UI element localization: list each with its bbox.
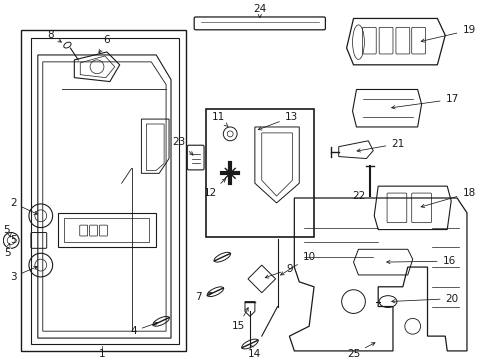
Text: 23: 23 bbox=[172, 137, 193, 155]
Text: 5: 5 bbox=[4, 248, 11, 258]
Text: 15: 15 bbox=[231, 308, 248, 331]
Text: 1: 1 bbox=[98, 349, 105, 359]
Text: 7: 7 bbox=[196, 292, 212, 302]
Text: 10: 10 bbox=[281, 252, 316, 275]
Text: 12: 12 bbox=[204, 179, 225, 198]
Text: 14: 14 bbox=[248, 345, 262, 359]
Text: 11: 11 bbox=[212, 112, 228, 127]
Text: 17: 17 bbox=[392, 94, 459, 109]
Text: 5: 5 bbox=[10, 235, 17, 246]
Text: 25: 25 bbox=[347, 343, 375, 359]
Text: 4: 4 bbox=[130, 322, 158, 336]
Text: 5: 5 bbox=[3, 225, 10, 235]
Text: 20: 20 bbox=[392, 294, 459, 303]
Bar bbox=[205, 109, 314, 238]
Text: 3: 3 bbox=[10, 266, 37, 282]
Text: 6: 6 bbox=[99, 35, 110, 53]
Text: 22: 22 bbox=[352, 191, 365, 201]
Text: 16: 16 bbox=[387, 256, 456, 266]
Text: 8: 8 bbox=[48, 30, 61, 42]
Text: 13: 13 bbox=[258, 112, 298, 130]
Text: 9: 9 bbox=[265, 264, 293, 278]
Text: 18: 18 bbox=[421, 188, 476, 207]
Text: 24: 24 bbox=[253, 4, 267, 18]
Text: 2: 2 bbox=[10, 198, 38, 214]
Text: 21: 21 bbox=[357, 139, 405, 152]
Text: 19: 19 bbox=[421, 25, 476, 42]
